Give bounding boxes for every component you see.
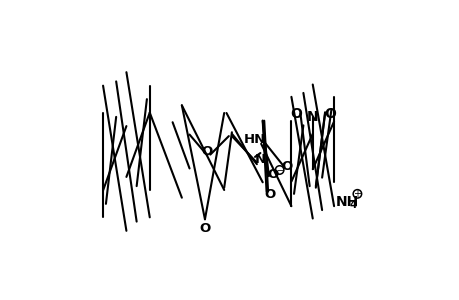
Text: N: N bbox=[254, 153, 265, 166]
Text: O: O bbox=[289, 107, 301, 121]
Text: 4: 4 bbox=[349, 200, 356, 210]
Text: NH: NH bbox=[335, 195, 358, 208]
Text: O: O bbox=[267, 168, 279, 181]
Text: +: + bbox=[353, 189, 361, 199]
Text: −: − bbox=[275, 166, 283, 175]
Text: O: O bbox=[201, 145, 213, 158]
Text: O: O bbox=[264, 188, 275, 201]
Text: O: O bbox=[323, 107, 335, 121]
Text: O: O bbox=[281, 160, 292, 173]
Text: N: N bbox=[306, 110, 318, 124]
Text: O: O bbox=[199, 222, 210, 235]
Text: HN: HN bbox=[243, 134, 266, 146]
